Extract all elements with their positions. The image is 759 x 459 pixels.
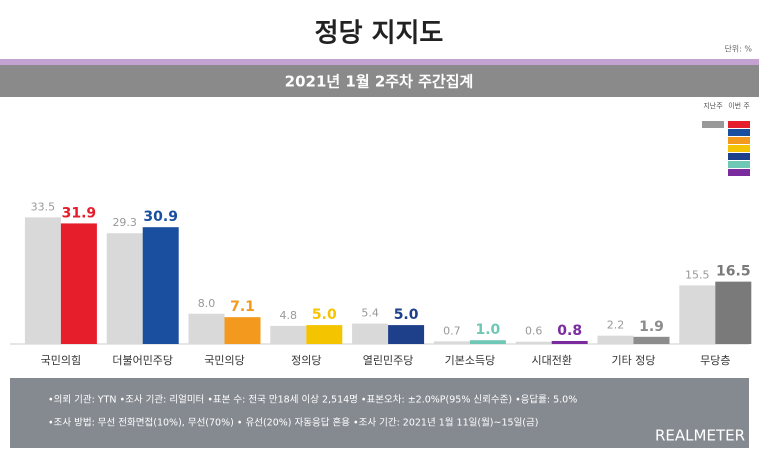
- brand: REALMETER: [655, 427, 745, 445]
- legend-swatch: [728, 169, 750, 176]
- footer-box: [10, 378, 749, 448]
- value-label: 4.8: [280, 309, 298, 322]
- value-label: 5.4: [361, 307, 379, 320]
- value-label: 0.6: [525, 325, 543, 338]
- value-label: 1.9: [639, 319, 664, 335]
- value-label: 16.5: [716, 264, 751, 280]
- bar: [24, 217, 61, 344]
- bar: [597, 335, 634, 344]
- value-label: 15.5: [685, 268, 710, 281]
- subtitle: 2021년 1월 2주차 주간집계: [285, 73, 474, 91]
- x-tick-label: 정의당: [291, 354, 321, 367]
- value-label: 5.0: [312, 307, 337, 323]
- bar: [142, 227, 179, 344]
- x-tick-label: 시대전환: [531, 354, 571, 367]
- legend-swatch: [728, 145, 750, 152]
- bar: [469, 340, 506, 344]
- legend-swatch: [702, 121, 724, 128]
- accent-line: [0, 59, 759, 65]
- value-label: 7.1: [230, 299, 255, 315]
- value-label: 33.5: [31, 200, 56, 213]
- value-label: 1.0: [475, 322, 500, 338]
- value-label: 30.9: [143, 209, 178, 225]
- x-tick-label: 국민의당: [204, 354, 244, 367]
- unit-label: 단위: %: [724, 44, 752, 54]
- bar: [352, 323, 389, 344]
- bar: [224, 317, 261, 344]
- bar: [679, 285, 716, 344]
- bar: [188, 313, 225, 344]
- value-label: 29.3: [112, 216, 137, 229]
- legend-label: 지난주: [703, 101, 723, 110]
- bar: [106, 233, 143, 344]
- bar: [633, 336, 670, 344]
- value-label: 31.9: [62, 205, 97, 221]
- legend-swatch: [728, 129, 750, 136]
- bar: [270, 325, 307, 344]
- chart-title: 정당 지지도: [315, 19, 444, 49]
- bar: [433, 341, 470, 344]
- x-tick-label: 무당층: [700, 354, 730, 367]
- value-label: 5.0: [394, 307, 419, 323]
- bar: [60, 223, 97, 344]
- x-tick-label: 기타 정당: [612, 354, 656, 367]
- x-tick-label: 국민의힘: [41, 354, 81, 367]
- legend-swatch: [728, 137, 750, 144]
- value-label: 2.2: [607, 319, 625, 332]
- note: •의뢰 기관: YTN •조사 기관: 리얼미터 •표본 수: 전국 만18세 …: [48, 394, 577, 406]
- subtitle-band: [0, 65, 759, 97]
- bar: [715, 281, 752, 344]
- value-label: 0.7: [443, 324, 461, 337]
- x-tick-label: 더불어민주당: [112, 354, 173, 367]
- x-tick-label: 열린민주당: [363, 354, 414, 367]
- bar: [515, 341, 552, 344]
- value-label: 8.0: [198, 297, 216, 310]
- legend-label: 이번 주: [728, 101, 750, 110]
- bar: [388, 325, 425, 344]
- value-label: 0.8: [557, 323, 582, 339]
- bar: [306, 325, 343, 344]
- legend-swatch: [728, 121, 750, 128]
- legend-swatch: [728, 153, 750, 160]
- bar: [551, 340, 588, 344]
- x-tick-label: 기본소득당: [445, 354, 496, 367]
- note: •조사 방법: 무선 전화면접(10%), 무선(70%) • 유선(20%) …: [48, 417, 538, 429]
- legend-swatch: [728, 161, 750, 168]
